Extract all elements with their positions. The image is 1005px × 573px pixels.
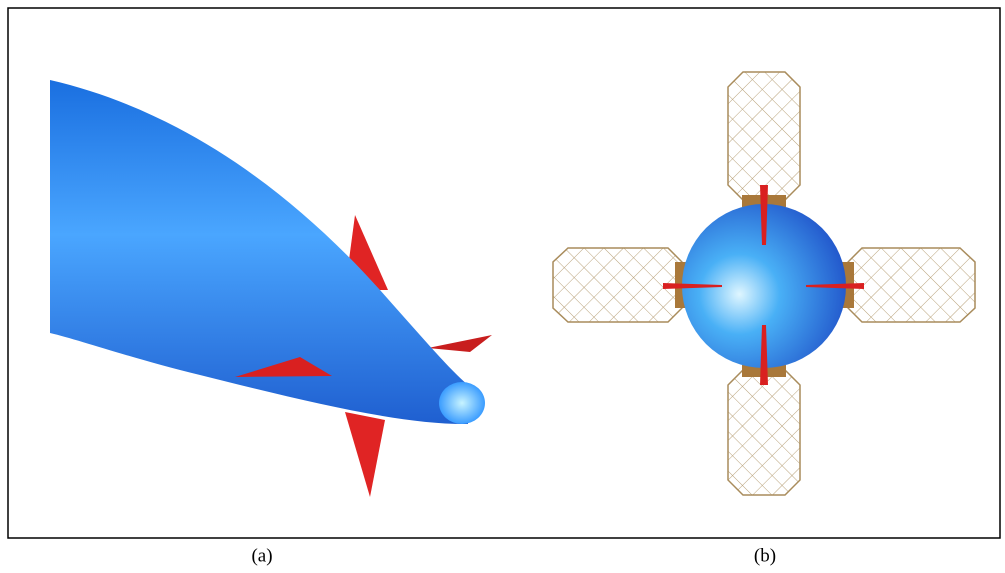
mesh-panel (728, 72, 800, 200)
figure: (a) (b) (0, 0, 1005, 573)
caption: (b) (754, 545, 776, 566)
mesh-panel (553, 248, 682, 322)
mesh-panel (728, 370, 800, 495)
page: (a) (b) (() => { const data = JSON.parse… (0, 0, 1005, 573)
missile-nose (439, 382, 485, 424)
caption: (a) (251, 545, 272, 566)
mesh-panel (848, 248, 975, 322)
